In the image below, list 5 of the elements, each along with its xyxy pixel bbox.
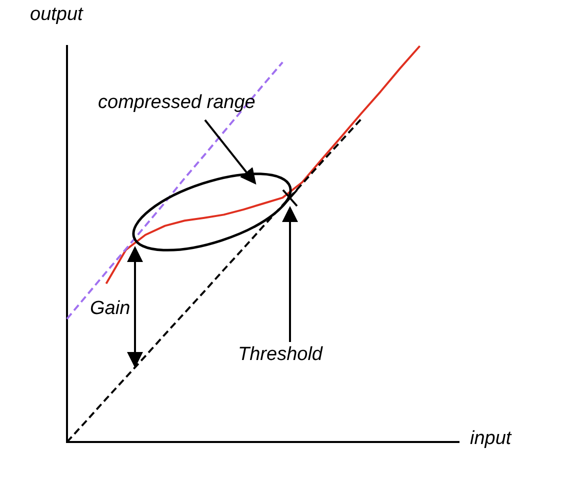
annotation: Gain (90, 298, 130, 320)
x-axis-title: input (470, 428, 512, 450)
y-axis-title: output (30, 4, 83, 26)
annotation: compressed range (98, 92, 256, 114)
annotation: Threshold (238, 344, 322, 366)
